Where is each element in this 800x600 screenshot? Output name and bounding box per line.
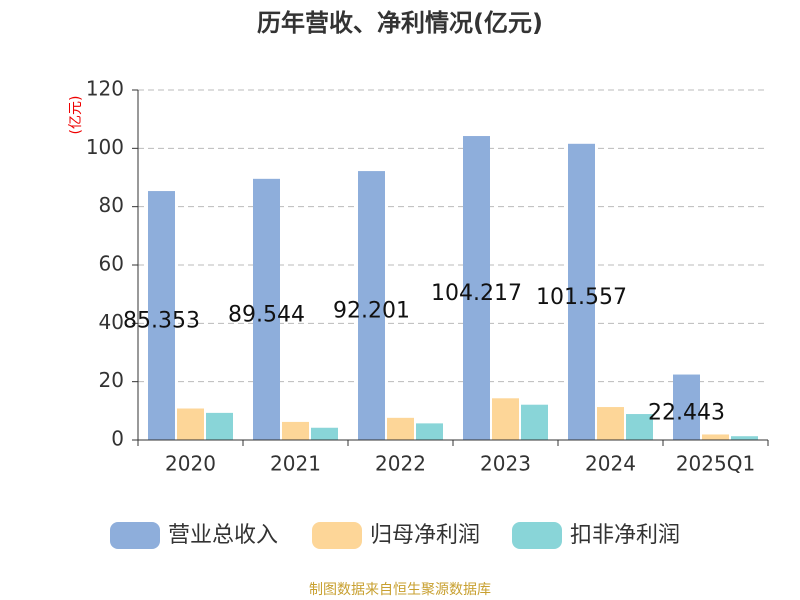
- legend-swatch: [110, 522, 160, 549]
- y-tick-label: 120: [86, 77, 124, 101]
- chart-title: 历年营收、净利情况(亿元): [257, 9, 543, 37]
- legend-label: 归母净利润: [370, 523, 480, 548]
- bar: [568, 143, 595, 440]
- bar: [253, 178, 280, 440]
- bar: [311, 427, 338, 440]
- bar: [463, 136, 490, 440]
- legend-swatch: [512, 522, 562, 549]
- data-label: 22.443: [648, 400, 725, 425]
- y-tick-label: 80: [99, 193, 124, 217]
- y-tick-label: 0: [111, 427, 124, 451]
- bar: [626, 414, 653, 440]
- legend-label: 营业总收入: [168, 523, 278, 548]
- bar: [597, 407, 624, 440]
- data-label: 89.544: [228, 302, 305, 327]
- legend-label: 扣非净利润: [570, 523, 680, 548]
- bar: [206, 412, 233, 440]
- bar: [731, 436, 758, 440]
- bar: [282, 421, 309, 440]
- x-tick-label: 2023: [480, 452, 531, 476]
- y-tick-label: 20: [99, 368, 124, 392]
- bar: [148, 191, 175, 440]
- x-tick-label: 2021: [270, 452, 321, 476]
- data-label: 92.201: [333, 299, 410, 324]
- x-tick-label: 2020: [165, 452, 216, 476]
- bar: [416, 423, 443, 440]
- bar: [702, 434, 729, 440]
- source-note: 制图数据来自恒生聚源数据库: [309, 582, 491, 598]
- bar: [177, 408, 204, 440]
- y-tick-label: 100: [86, 135, 124, 159]
- x-tick-label: 2024: [585, 452, 636, 476]
- data-label: 104.217: [431, 281, 522, 306]
- y-tick-label: 40: [99, 310, 124, 334]
- legend-swatch: [312, 522, 362, 549]
- x-tick-label: 2025Q1: [676, 452, 755, 476]
- bar: [358, 171, 385, 440]
- data-label: 101.557: [536, 285, 627, 310]
- y-tick-label: 60: [99, 252, 124, 276]
- bar: [673, 374, 700, 440]
- data-label: 85.353: [123, 309, 200, 334]
- y-axis-label: (亿元): [68, 96, 84, 135]
- bar: [387, 417, 414, 440]
- x-tick-label: 2022: [375, 452, 426, 476]
- bar: [521, 404, 548, 440]
- bar: [492, 398, 519, 440]
